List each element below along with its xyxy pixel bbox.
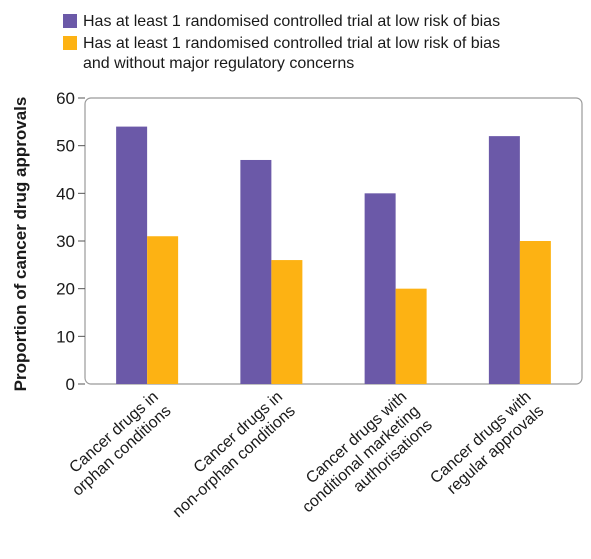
bar-series1-cat2 xyxy=(240,159,272,384)
bar-series2-cat2 xyxy=(271,260,303,384)
y-tick-label-30: 30 xyxy=(56,232,75,251)
x-tick-label-4: Cancer drugs withregular approvals xyxy=(427,388,547,501)
y-axis-ticks: 0 10 20 30 40 50 60 xyxy=(56,89,85,394)
legend-label-1-line-1: Has at least 1 randomised controlled tri… xyxy=(83,13,500,30)
y-tick-label-20: 20 xyxy=(56,280,75,299)
legend-label-2-line-2: and without major regulatory concerns xyxy=(83,55,354,72)
bar-series1-cat3 xyxy=(364,193,396,384)
legend-swatch-1 xyxy=(63,14,77,28)
x-axis-labels: Cancer drugs inorphan conditions Cancer d… xyxy=(57,388,547,530)
x-tick-label-1: Cancer drugs inorphan conditions xyxy=(57,388,175,499)
y-axis-label: Proportion of cancer drug approvals xyxy=(11,97,30,392)
x-tick-label-2-line-2: non-orphan conditions xyxy=(170,402,299,521)
x-tick-label-3-line-2: conditional marketing xyxy=(299,402,423,516)
legend-swatch-2 xyxy=(63,36,77,50)
legend-label-2-line-1: Has at least 1 randomised controlled tri… xyxy=(83,35,500,52)
bar-series1-cat1 xyxy=(116,126,148,384)
y-tick-label-0: 0 xyxy=(66,375,75,394)
y-tick-label-40: 40 xyxy=(56,184,75,203)
x-tick-label-2: Cancer drugs innon-orphan conditions xyxy=(157,388,299,521)
y-tick-label-60: 60 xyxy=(56,89,75,108)
legend: Has at least 1 randomised controlled tri… xyxy=(63,13,500,72)
y-tick-label-10: 10 xyxy=(56,327,75,346)
bar-series2-cat1 xyxy=(147,236,179,384)
x-tick-label-3: Cancer drugs withconditional marketingau… xyxy=(287,388,436,530)
y-tick-label-50: 50 xyxy=(56,137,75,156)
bar-series2-cat3 xyxy=(395,288,427,384)
bar-series2-cat4 xyxy=(519,241,551,384)
bar-series1-cat4 xyxy=(488,136,520,384)
bars xyxy=(116,126,551,384)
